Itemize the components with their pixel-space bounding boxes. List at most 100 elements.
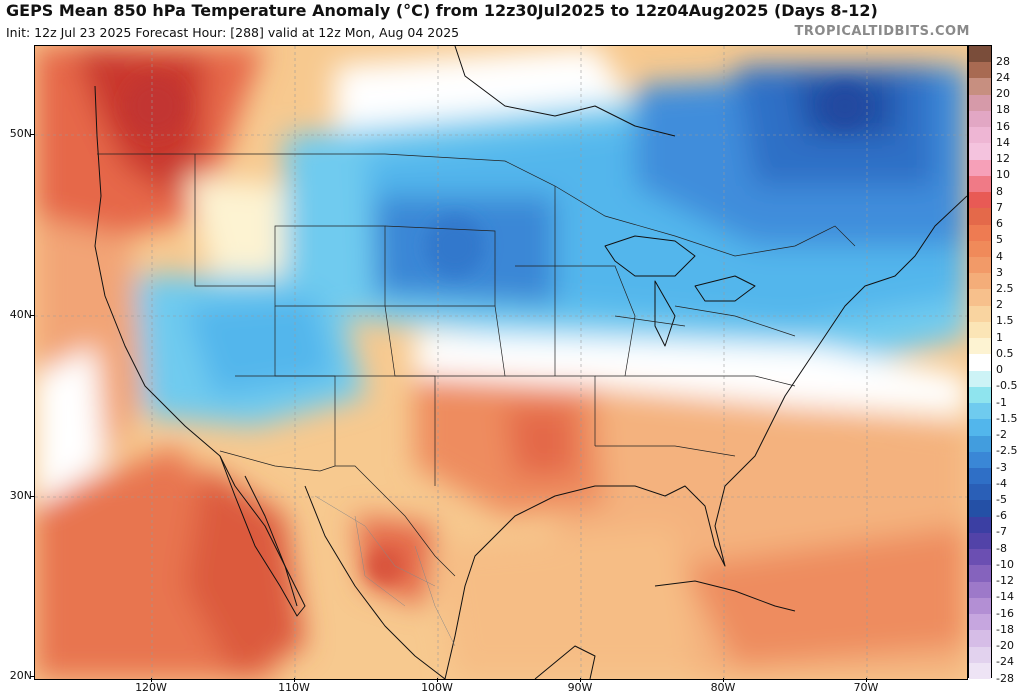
colorbar-swatch: [969, 370, 991, 388]
temperature-colorbar: [968, 45, 992, 680]
colorbar-swatch: [969, 549, 991, 566]
longitude-label: 80W: [710, 681, 736, 694]
colorbar-label: -1: [996, 395, 1007, 409]
colorbar-label: 4: [996, 249, 1003, 263]
colorbar-label: -5: [996, 492, 1007, 506]
colorbar-label: 10: [996, 168, 1010, 182]
colorbar-label: 6: [996, 217, 1003, 231]
colorbar-label: -3: [996, 460, 1007, 474]
colorbar-swatch: [969, 159, 991, 177]
colorbar-label: -16: [996, 606, 1014, 620]
colorbar-label: -1.5: [996, 411, 1018, 425]
colorbar-swatch: [969, 532, 991, 550]
map-title: GEPS Mean 850 hPa Temperature Anomaly (°…: [6, 1, 878, 20]
anomaly-map[interactable]: [34, 45, 968, 680]
longitude-tick: [580, 678, 581, 682]
colorbar-swatch: [969, 240, 991, 258]
colorbar-label: 0.5: [996, 346, 1014, 360]
colorbar-label: 1: [996, 330, 1003, 344]
colorbar-swatch: [969, 597, 991, 615]
colorbar-swatch: [969, 62, 991, 79]
longitude-tick: [723, 678, 724, 682]
colorbar-swatch: [969, 516, 991, 534]
colorbar-swatch: [969, 338, 991, 355]
colorbar-label: -6: [996, 509, 1007, 523]
colorbar-swatch: [969, 273, 991, 290]
colorbar-label: 5: [996, 233, 1003, 247]
colorbar-swatch: [969, 630, 991, 648]
colorbar-label: 2: [996, 298, 1003, 312]
colorbar-label: -12: [996, 574, 1014, 588]
colorbar-swatch: [969, 289, 991, 307]
longitude-tick: [866, 678, 867, 682]
longitude-tick: [294, 678, 295, 682]
colorbar-swatch: [969, 143, 991, 161]
colorbar-swatch: [969, 110, 991, 128]
state-borders: [97, 153, 856, 577]
colorbar-swatch: [969, 565, 991, 583]
colorbar-swatch: [969, 321, 991, 339]
colorbar-swatch: [969, 403, 991, 420]
colorbar-label: 0: [996, 363, 1003, 377]
colorbar-label: -4: [996, 476, 1007, 490]
colorbar-swatch: [969, 484, 991, 501]
colorbar-swatch: [969, 646, 991, 664]
longitude-tick: [151, 678, 152, 682]
colorbar-label: -10: [996, 557, 1014, 571]
longitude-label: 120W: [135, 681, 167, 694]
colorbar-swatch: [969, 468, 991, 485]
colorbar-swatch: [969, 46, 991, 63]
colorbar-label: -8: [996, 541, 1007, 555]
colorbar-swatch: [969, 192, 991, 209]
colorbar-label: -24: [996, 655, 1014, 669]
colorbar-label: -18: [996, 622, 1014, 636]
colorbar-label: 12: [996, 152, 1010, 166]
colorbar-label: 14: [996, 135, 1010, 149]
colorbar-label: -0.5: [996, 379, 1018, 393]
anomaly-shading: [35, 46, 967, 679]
latitude-label: 40N: [9, 308, 32, 321]
latitude-tick: [30, 496, 34, 497]
longitude-label: 70W: [853, 681, 879, 694]
colorbar-label: -20: [996, 639, 1014, 653]
colorbar-label: -14: [996, 590, 1014, 604]
colorbar-swatch: [969, 581, 991, 599]
colorbar-swatch: [969, 257, 991, 274]
anomaly-detail: [125, 76, 867, 584]
colorbar-swatch: [969, 500, 991, 518]
longitude-label: 110W: [278, 681, 310, 694]
longitude-label: 100W: [421, 681, 453, 694]
coastlines: [94, 46, 967, 679]
colorbar-label: 18: [996, 103, 1010, 117]
graticule: [35, 46, 967, 679]
colorbar-swatch: [969, 208, 991, 226]
colorbar-label: -2.5: [996, 444, 1018, 458]
colorbar-label: 8: [996, 184, 1003, 198]
colorbar-label: -28: [996, 671, 1014, 685]
colorbar-swatch: [969, 78, 991, 96]
colorbar-label: 20: [996, 87, 1010, 101]
site-brand[interactable]: TROPICALTIDBITS.COM: [794, 24, 970, 39]
latitude-label: 50N: [9, 127, 32, 140]
latitude-label: 20N: [9, 669, 32, 682]
latitude-tick: [30, 315, 34, 316]
map-subtitle: Init: 12z Jul 23 2025 Forecast Hour: [28…: [6, 25, 460, 40]
colorbar-label: 24: [996, 70, 1010, 84]
latitude-label: 30N: [9, 489, 32, 502]
colorbar-swatch: [969, 386, 991, 404]
colorbar-swatch: [969, 224, 991, 242]
colorbar-label: 28: [996, 54, 1010, 68]
colorbar-label: -2: [996, 428, 1007, 442]
colorbar-label: -7: [996, 525, 1007, 539]
mexico-states: [314, 495, 456, 647]
colorbar-label: 3: [996, 265, 1003, 279]
colorbar-label: 16: [996, 119, 1010, 133]
colorbar-swatch: [969, 127, 991, 144]
colorbar-swatch: [969, 614, 991, 631]
longitude-tick: [437, 678, 438, 682]
colorbar-label: 7: [996, 200, 1003, 214]
colorbar-swatch: [969, 305, 991, 323]
latitude-tick: [30, 676, 34, 677]
colorbar-label: 1.5: [996, 314, 1014, 328]
colorbar-swatch: [969, 419, 991, 437]
